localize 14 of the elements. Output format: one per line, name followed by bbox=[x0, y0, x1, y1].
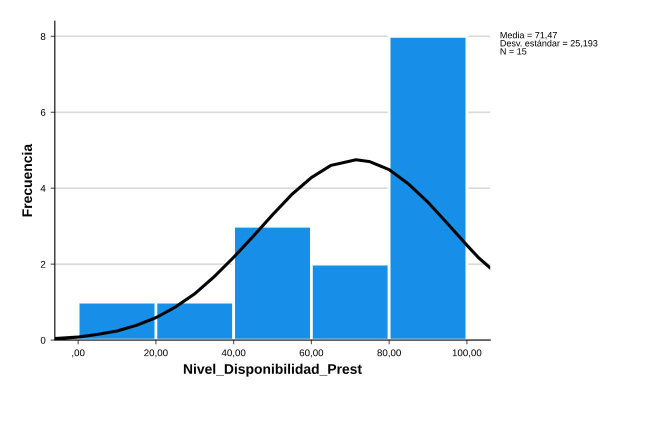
y-tick-label: 6 bbox=[40, 109, 46, 116]
x-tick-label: 60,00 bbox=[300, 349, 324, 358]
x-tick-label: 100,00 bbox=[452, 349, 482, 358]
y-axis-title: Frecuencia bbox=[22, 144, 32, 216]
x-tick-label: 20,00 bbox=[144, 349, 168, 358]
x-tick-label: ,00 bbox=[72, 349, 85, 358]
x-tick-label: 80,00 bbox=[377, 349, 401, 358]
x-axis-title: Nivel_Disponibilidad_Prest bbox=[184, 364, 362, 377]
text: Media = 71,47 Desv. estándar = 25,193 N = 15 bbox=[500, 32, 598, 55]
y-tick-label: 0 bbox=[40, 336, 46, 344]
y-tick-label: 4 bbox=[40, 185, 46, 192]
x-tick-label: 40,00 bbox=[222, 349, 246, 358]
y-tick-label: 8 bbox=[40, 33, 46, 40]
y-tick-label: 2 bbox=[40, 260, 46, 268]
